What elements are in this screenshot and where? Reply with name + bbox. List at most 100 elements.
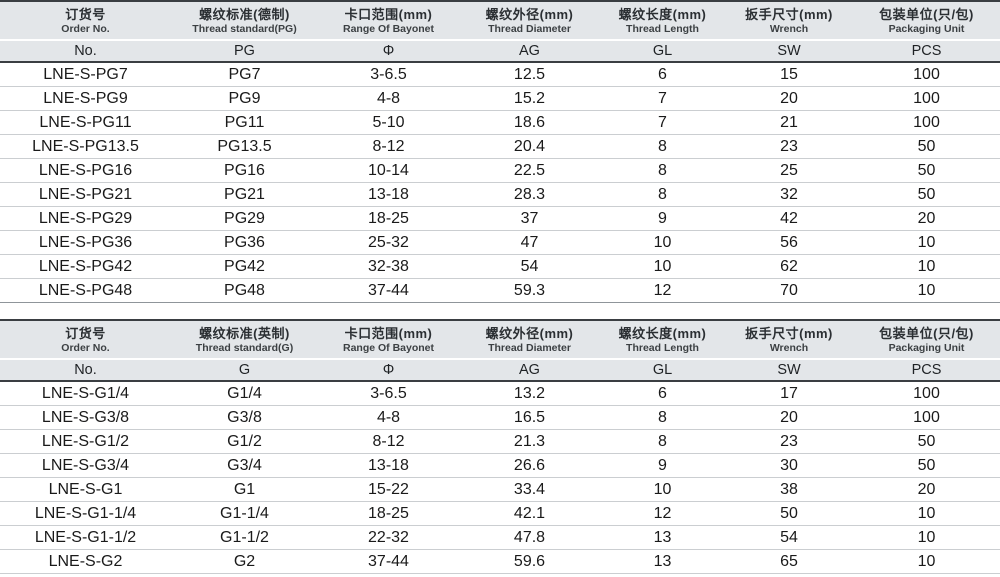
cell-value: LNE-S-G1 bbox=[48, 480, 123, 498]
cell-value: 10 bbox=[917, 281, 936, 299]
table-cell: 21 bbox=[725, 111, 853, 134]
table-cell: 28.3 bbox=[459, 183, 600, 206]
table-cell: 37-44 bbox=[318, 279, 459, 302]
table-cell: LNE-S-PG48 bbox=[0, 279, 171, 302]
column-symbol: PCS bbox=[911, 43, 942, 59]
table-cell: 50 bbox=[853, 159, 1000, 182]
cell-value: LNE-S-PG36 bbox=[38, 233, 133, 251]
table-cell: 13-18 bbox=[318, 183, 459, 206]
cell-value: PG42 bbox=[224, 257, 265, 275]
column-symbol: SW bbox=[777, 362, 801, 378]
table-row: LNE-S-PG11 PG11 5-10 18.6 7 21 100 bbox=[0, 111, 1000, 135]
column-label-zh: 螺纹长度(mm) bbox=[618, 7, 707, 22]
cell-value: G1-1/4 bbox=[220, 504, 269, 522]
cell-value: 18-25 bbox=[368, 504, 409, 522]
table-cell: 37-44 bbox=[318, 550, 459, 573]
table-cell: 8-12 bbox=[318, 430, 459, 453]
cell-value: G1/4 bbox=[227, 384, 262, 402]
table-cell: 23 bbox=[725, 430, 853, 453]
cell-value: 8-12 bbox=[372, 137, 405, 155]
cell-value: 56 bbox=[780, 233, 798, 251]
cell-value: 3-6.5 bbox=[370, 65, 407, 83]
table-cell: G2 bbox=[171, 550, 318, 573]
column-label-en: Thread Diameter bbox=[488, 342, 571, 354]
cell-value: 3-6.5 bbox=[370, 384, 407, 402]
table-cell: 20 bbox=[725, 87, 853, 110]
cell-value: LNE-S-G3/4 bbox=[41, 456, 130, 474]
column-header-ag: 螺纹外径(mm) Thread Diameter bbox=[459, 321, 600, 358]
table-cell: 50 bbox=[725, 502, 853, 525]
table-cell: 100 bbox=[853, 63, 1000, 86]
column-label-zh: 卡口范围(mm) bbox=[344, 7, 433, 22]
column-header-: 卡口范围(mm) Range Of Bayonet bbox=[318, 2, 459, 39]
cell-value: PG16 bbox=[224, 161, 265, 179]
table-cell: 50 bbox=[853, 430, 1000, 453]
cell-value: PG7 bbox=[228, 65, 261, 83]
cell-value: 23 bbox=[780, 432, 798, 450]
table-cell: 8 bbox=[600, 430, 725, 453]
cell-value: 20 bbox=[780, 89, 798, 107]
column-label-zh: 螺纹标准(德制) bbox=[199, 7, 290, 22]
cell-value: 100 bbox=[913, 65, 940, 83]
column-header-pcs: 包装单位(只/包) Packaging Unit bbox=[853, 321, 1000, 358]
cell-value: 8 bbox=[658, 161, 667, 179]
cell-value: 12 bbox=[653, 504, 672, 522]
cell-value: PG11 bbox=[224, 113, 265, 131]
table-cell: LNE-S-PG16 bbox=[0, 159, 171, 182]
cell-value: 37-44 bbox=[368, 552, 409, 570]
table-cell: 8 bbox=[600, 183, 725, 206]
table-row: LNE-S-G1-1/2 G1-1/2 22-32 47.8 13 54 10 bbox=[0, 526, 1000, 550]
cell-value: 38 bbox=[780, 480, 798, 498]
table-row: LNE-S-PG9 PG9 4-8 15.2 7 20 100 bbox=[0, 87, 1000, 111]
table-cell: 23 bbox=[725, 135, 853, 158]
table-cell: 54 bbox=[725, 526, 853, 549]
table-cell: 3-6.5 bbox=[318, 63, 459, 86]
table-divider-gap bbox=[0, 303, 1000, 319]
table-cell: 38 bbox=[725, 478, 853, 501]
table-cell: 4-8 bbox=[318, 87, 459, 110]
table-cell: 8-12 bbox=[318, 135, 459, 158]
table-row: LNE-S-PG7 PG7 3-6.5 12.5 6 15 100 bbox=[0, 63, 1000, 87]
column-header-sw: 扳手尺寸(mm) Wrench bbox=[725, 321, 853, 358]
cell-value: 28.3 bbox=[513, 185, 546, 203]
cell-value: 37 bbox=[520, 209, 539, 227]
cell-value: 42 bbox=[780, 209, 798, 227]
table-cell: 20 bbox=[725, 406, 853, 429]
table-cell: 26.6 bbox=[459, 454, 600, 477]
cell-value: LNE-S-PG11 bbox=[39, 113, 132, 131]
table-row: LNE-S-PG48 PG48 37-44 59.3 12 70 10 bbox=[0, 279, 1000, 303]
column-label-zh: 扳手尺寸(mm) bbox=[745, 7, 833, 22]
table-row: LNE-S-PG36 PG36 25-32 47 10 56 10 bbox=[0, 231, 1000, 255]
column-label-zh: 包装单位(只/包) bbox=[879, 326, 974, 341]
cell-value: 15-22 bbox=[368, 480, 409, 498]
table-cell: 15 bbox=[725, 63, 853, 86]
cell-value: 50 bbox=[917, 432, 936, 450]
cell-value: G1 bbox=[233, 480, 256, 498]
cell-value: LNE-S-PG21 bbox=[38, 185, 133, 203]
cell-value: 30 bbox=[780, 456, 798, 474]
cell-value: 15 bbox=[780, 65, 798, 83]
cell-value: 37-44 bbox=[368, 281, 409, 299]
cell-value: 10 bbox=[917, 552, 936, 570]
table-cell: 6 bbox=[600, 382, 725, 405]
column-label-zh: 扳手尺寸(mm) bbox=[745, 326, 833, 341]
table-cell: PG16 bbox=[171, 159, 318, 182]
column-label-en: Thread Diameter bbox=[488, 23, 571, 35]
table-cell: 100 bbox=[853, 406, 1000, 429]
table-cell: 5-10 bbox=[318, 111, 459, 134]
cell-value: LNE-S-PG48 bbox=[38, 281, 133, 299]
cell-value: 10 bbox=[917, 504, 936, 522]
column-label-en: Packaging Unit bbox=[888, 342, 965, 354]
cell-value: 47 bbox=[520, 233, 539, 251]
cell-value: LNE-S-G1/2 bbox=[41, 432, 130, 450]
cell-value: 47.8 bbox=[513, 528, 546, 546]
table-row: LNE-S-G2 G2 37-44 59.6 13 65 10 bbox=[0, 550, 1000, 574]
table-cell: PG13.5 bbox=[171, 135, 318, 158]
cell-value: 16.5 bbox=[513, 408, 546, 426]
column-label-en: Order No. bbox=[61, 342, 110, 354]
table-cell: 10 bbox=[853, 231, 1000, 254]
column-label-zh: 卡口范围(mm) bbox=[344, 326, 433, 341]
cell-value: 23 bbox=[780, 137, 798, 155]
cell-value: G1/2 bbox=[227, 432, 262, 450]
